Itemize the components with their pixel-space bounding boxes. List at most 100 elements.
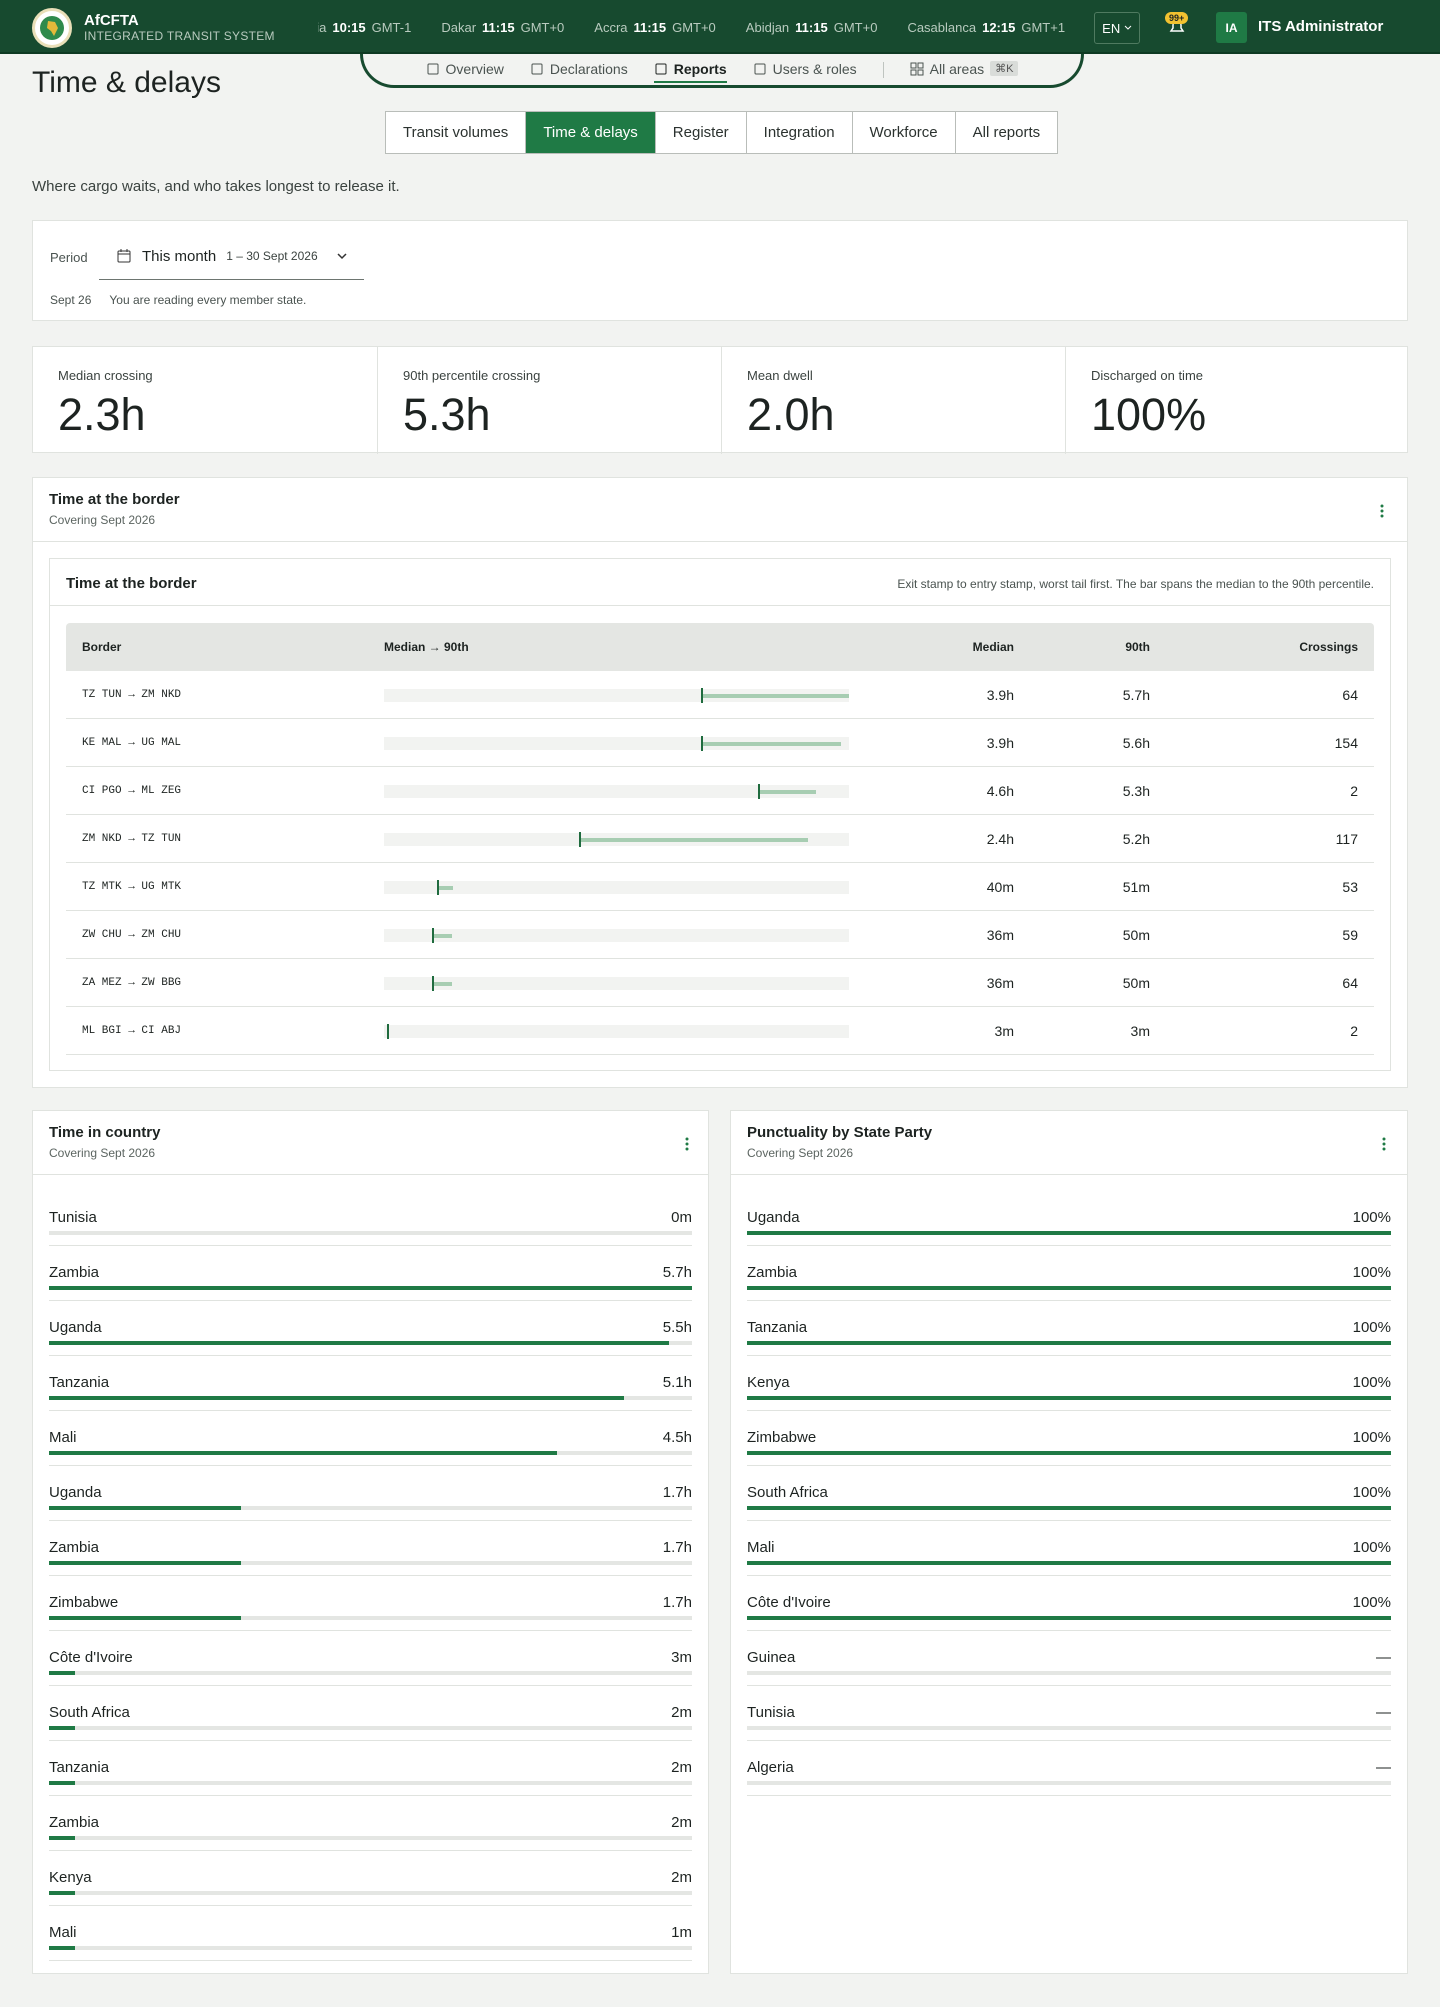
more-button[interactable] — [678, 1135, 696, 1153]
bar-track — [747, 1451, 1391, 1455]
clock: Praia 10:15 GMT-1 — [318, 20, 411, 35]
nav-item[interactable]: Reports — [653, 57, 727, 83]
row-label: Tunisia — [747, 1704, 795, 1721]
divider — [731, 1174, 1407, 1175]
bar — [747, 1616, 1391, 1620]
calendar-icon — [117, 249, 131, 263]
kpi-strip: Median crossing 2.3h 90th percentile cross… — [32, 346, 1408, 454]
p90-value: 3m — [1130, 1022, 1150, 1039]
bar-track — [49, 1836, 692, 1840]
kpi-label: Median crossing — [58, 368, 153, 383]
list-row: South Africa 100% — [747, 1466, 1391, 1521]
range-bar — [384, 911, 849, 958]
kpi-label: Mean dwell — [747, 368, 813, 383]
row-value: 0m — [671, 1209, 692, 1226]
bar-track — [747, 1396, 1391, 1400]
row-label: Tunisia — [49, 1209, 97, 1226]
p90-value: 5.2h — [1122, 830, 1150, 847]
language-button[interactable]: EN — [1094, 12, 1140, 44]
crossings-value: 2 — [1350, 1022, 1358, 1039]
filter-card: Period This month 1 – 30 Sept 2026 Sept … — [32, 220, 1408, 321]
clock-time: 10:15 — [332, 19, 366, 35]
list-row: Tanzania 2m — [49, 1741, 692, 1796]
nav-label: Reports — [673, 60, 727, 77]
border-code: ZM NKD → TZ TUN — [82, 832, 182, 845]
crossings-value: 2 — [1350, 782, 1358, 799]
row-label: Kenya — [747, 1374, 790, 1391]
page-title: Time & delays — [32, 66, 221, 99]
bar — [49, 1341, 670, 1345]
tab[interactable]: Workforce — [851, 112, 955, 153]
bar-track — [384, 1025, 849, 1038]
row-value: 5.7h — [662, 1264, 692, 1281]
p90-value: 5.7h — [1122, 686, 1150, 703]
list-row: Uganda 100% — [747, 1191, 1391, 1246]
list-row: Uganda 1.7h — [49, 1466, 692, 1521]
clock-zone: GMT+1 — [1021, 19, 1066, 35]
nav-icon — [754, 63, 766, 74]
kpi-value: 2.0h — [747, 389, 835, 440]
user-name[interactable]: ITS Administrator — [1258, 18, 1384, 35]
bar — [49, 1781, 75, 1785]
crossings-value: 64 — [1342, 686, 1358, 703]
table-row: ZW CHU → ZM CHU 36m 50m 59 — [66, 911, 1374, 959]
table-row: TZ TUN → ZM NKD 3.9h 5.7h 64 — [66, 671, 1374, 719]
range-bar — [384, 767, 849, 814]
row-label: Uganda — [49, 1484, 102, 1501]
nav-item[interactable]: Overview — [426, 57, 504, 83]
range-span — [432, 934, 452, 938]
row-value: 100% — [1352, 1594, 1391, 1611]
row-label: Guinea — [747, 1649, 796, 1666]
notification-badge: 99+ — [1165, 12, 1189, 24]
row-value: 1m — [671, 1924, 692, 1941]
list-row: Zambia 100% — [747, 1246, 1391, 1301]
row-value: — — [1376, 1649, 1391, 1666]
bar-track — [747, 1671, 1391, 1675]
period-value: This month — [142, 247, 217, 265]
tab[interactable]: All reports — [954, 112, 1058, 153]
row-label: Côte d'Ivoire — [747, 1594, 831, 1611]
clock: Abidjan 11:15 GMT+0 — [746, 20, 878, 35]
period-select[interactable]: This month 1 – 30 Sept 2026 — [99, 233, 364, 280]
row-value: 2m — [671, 1759, 692, 1776]
tab[interactable]: Time & delays — [525, 112, 655, 153]
list-row: Zambia 2m — [49, 1796, 692, 1851]
bar — [49, 1726, 75, 1730]
nav-item[interactable]: Declarations — [530, 57, 628, 83]
column-header: Median — [972, 640, 1014, 654]
more-button[interactable] — [1375, 1135, 1393, 1153]
bar-track — [747, 1506, 1391, 1510]
row-value: 2m — [671, 1704, 692, 1721]
avatar[interactable]: IA — [1216, 12, 1247, 43]
bar-track — [747, 1616, 1391, 1620]
tab[interactable]: Transit volumes — [403, 124, 509, 141]
panel-title: Time at the border — [49, 491, 180, 508]
row-value: 5.5h — [662, 1319, 692, 1336]
row-value: 100% — [1352, 1484, 1391, 1501]
clock: Accra 11:15 GMT+0 — [594, 20, 716, 35]
all-areas[interactable]: All areas ⌘K — [910, 57, 1019, 83]
bar — [49, 1616, 241, 1620]
tab[interactable]: Integration — [745, 112, 852, 153]
bar — [49, 1286, 692, 1290]
row-label: Zambia — [49, 1814, 100, 1831]
range-span — [759, 790, 817, 794]
range-bar — [384, 719, 849, 766]
border-code: ZW CHU → ZM CHU — [82, 928, 182, 941]
tab[interactable]: Register — [654, 112, 746, 153]
row-value: — — [1376, 1759, 1391, 1776]
shortcut: ⌘K — [990, 61, 1019, 76]
bar-track — [747, 1726, 1391, 1730]
crossings-value: 117 — [1335, 830, 1358, 847]
more-button[interactable] — [1373, 502, 1391, 520]
list-row: Zimbabwe 100% — [747, 1411, 1391, 1466]
border-code: TZ TUN → ZM NKD — [82, 688, 182, 701]
median-tick — [701, 736, 704, 751]
list-row: Algeria — — [747, 1741, 1391, 1796]
bar — [747, 1231, 1391, 1235]
border-code: KE MAL → UG MAL — [82, 736, 182, 749]
nav-label: Declarations — [549, 60, 628, 77]
row-value: 5.1h — [662, 1374, 692, 1391]
nav-item[interactable]: Users & roles — [753, 57, 857, 83]
